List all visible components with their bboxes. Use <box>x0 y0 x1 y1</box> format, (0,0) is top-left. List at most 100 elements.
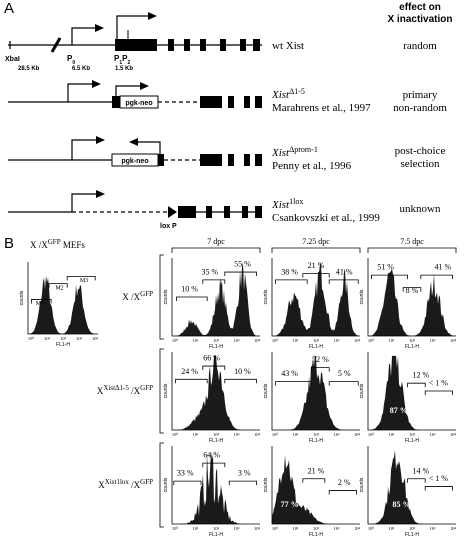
gate-label: 85 % <box>392 500 410 509</box>
gate-label: M1 <box>36 301 44 307</box>
gate-bar <box>228 480 257 486</box>
gate-label: 87 % <box>390 406 408 415</box>
row-bracket <box>159 348 164 434</box>
histogram <box>172 451 260 524</box>
effect: post-choice <box>395 145 446 157</box>
panel-label: B <box>4 235 14 252</box>
plot-axes <box>171 352 260 431</box>
text-part: X <box>97 386 104 396</box>
gate-label: 41 % <box>336 267 353 276</box>
row-label: XXistΔ1-5 /XGFP <box>97 384 153 396</box>
gate-bar <box>202 279 226 284</box>
gene: Xist <box>271 89 290 101</box>
mef-title: X /XGFP MEFs <box>30 238 85 250</box>
x-tick-label: 10⁰ <box>28 336 35 341</box>
histogram <box>368 355 456 430</box>
gate-label: 21 % <box>308 261 325 270</box>
x-tick-label: 10³ <box>234 432 241 437</box>
lox-label: lox P <box>160 223 177 230</box>
x-axis-label: FL1-H <box>309 344 323 350</box>
x-tick-label: 10⁴ <box>354 432 361 437</box>
promoter: P <box>67 54 73 63</box>
allele-name: XistΔ1-5 <box>271 87 305 102</box>
x-axis-label: FL1-H <box>209 532 223 538</box>
distance-label: 6.5 Kb <box>72 66 90 72</box>
x-tick-label: 10⁰ <box>368 338 375 343</box>
promoter: P <box>122 54 128 63</box>
gate-label: 5 % <box>338 369 351 378</box>
y-axis-label: counts <box>359 383 365 398</box>
gate-label: 66 % <box>203 354 220 363</box>
y-axis-label: counts <box>359 289 365 304</box>
plot-axes <box>367 258 456 337</box>
y-axis-label: counts <box>19 290 25 305</box>
x-tick-label: 10² <box>313 338 320 343</box>
plot-axes <box>271 352 360 431</box>
x-axis-label: FL1-H <box>209 344 223 350</box>
x-tick-label: 10³ <box>234 338 241 343</box>
gate-label: 10 % <box>234 367 251 376</box>
row-bracket <box>159 442 164 528</box>
panel-b: B X /XGFP MEFs 10⁰ 10¹ 10² 10³ 10⁴ FL1-H counts… <box>4 235 456 538</box>
x-tick-label: 10⁰ <box>272 432 279 437</box>
plot-axes <box>367 352 456 431</box>
cassette-label: pgk-neo <box>121 158 148 165</box>
gate-label: 33 % <box>177 469 194 478</box>
column-header: 7.5 dpc <box>400 237 424 246</box>
x-tick-label: 10⁴ <box>254 338 261 343</box>
x-tick-label: 10⁴ <box>450 338 457 343</box>
x-tick-label: 10³ <box>430 432 437 437</box>
y-axis-label: counts <box>163 477 169 492</box>
gate-label: 2 % <box>338 478 351 487</box>
delta-prom-map <box>8 136 262 167</box>
gate-label: 43 % <box>281 369 298 378</box>
x-tick-label: 10³ <box>430 338 437 343</box>
x-tick-label: 10⁴ <box>354 338 361 343</box>
x-tick-label: 10³ <box>76 336 83 341</box>
superscript: XistΔ1-5 <box>103 384 129 392</box>
promoter-label: P1P2 <box>114 54 130 66</box>
distance-label: 1.5 Kb <box>115 66 133 72</box>
plot-axes <box>27 262 98 335</box>
panel-label: A <box>4 0 14 17</box>
x-tick-label: 10⁰ <box>172 338 179 343</box>
gate-label: 21 % <box>308 466 325 475</box>
x-axis-label: FL1-H <box>309 532 323 538</box>
column-bracket <box>367 247 457 253</box>
x-tick-label: 10⁰ <box>272 526 279 531</box>
promoter-sub: 2 <box>127 60 130 66</box>
x-tick-label: 10² <box>213 526 220 531</box>
column-bracket <box>171 247 261 253</box>
gate-label: < 1 % <box>429 474 449 483</box>
column-header: 7.25 dpc <box>302 237 330 246</box>
x-axis-label: FL1-H <box>405 532 419 538</box>
plot-axes <box>171 258 260 337</box>
plot-axes <box>171 446 260 525</box>
plot-axes <box>271 446 360 525</box>
x-axis-label: FL1-H <box>405 438 419 444</box>
gate-bar <box>224 271 257 277</box>
superscript: GFP <box>140 384 153 392</box>
allele-name: Xist1lox <box>271 197 303 212</box>
gate-bar <box>275 279 308 284</box>
promoter-label: P0 <box>67 54 75 66</box>
gate-label: 12 % <box>412 371 429 380</box>
gate-label: M2 <box>55 285 63 291</box>
x-tick-label: 10¹ <box>389 338 396 343</box>
gate-bar <box>371 274 408 280</box>
allele: Δprom-1 <box>289 145 318 154</box>
effect: non-random <box>393 102 447 114</box>
x-tick-label: 10⁰ <box>368 432 375 437</box>
x-tick-label: 10⁰ <box>172 526 179 531</box>
superscript: GFP <box>140 290 153 298</box>
x-tick-label: 10⁰ <box>172 432 179 437</box>
gate-bar <box>173 480 202 486</box>
x-axis-label: FL1-H <box>56 342 70 348</box>
x-tick-label: 10² <box>409 432 416 437</box>
histogram <box>368 449 456 524</box>
gate-bar <box>424 486 453 491</box>
histogram <box>28 275 98 334</box>
text-part: X /X <box>30 240 48 250</box>
